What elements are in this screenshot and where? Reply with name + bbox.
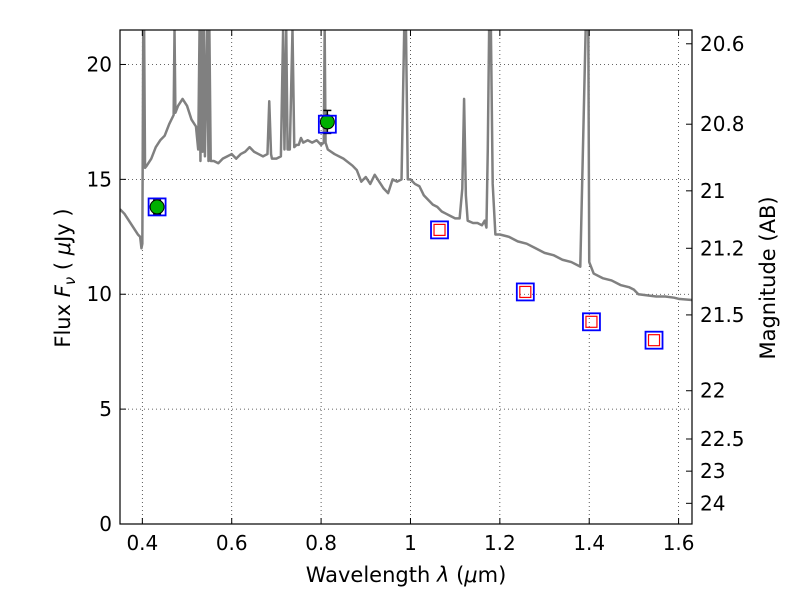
x-axis-label-part: μ — [463, 563, 477, 587]
y-tick-label: 15 — [87, 167, 112, 191]
x-axis-label-part: m) — [478, 563, 507, 587]
model-point — [433, 223, 446, 236]
x-tick-label: 0.8 — [305, 531, 337, 555]
y-axis-label-part: Jy ) — [51, 208, 75, 244]
synthetic-point — [430, 220, 449, 240]
y-tick-label: 10 — [87, 282, 112, 306]
x-tick-label: 0.6 — [216, 531, 248, 555]
y-axis-label-part: F — [51, 284, 75, 297]
plot-frame — [119, 29, 693, 525]
x-axis-label: Wavelength λ (μm) — [306, 563, 507, 587]
y2-tick-label: 24 — [700, 491, 725, 515]
y-tick-label: 20 — [87, 52, 112, 76]
y2-tick-label: 21 — [700, 179, 725, 203]
photometry-markers — [147, 109, 664, 350]
y2-tick-label: 22.5 — [700, 427, 745, 451]
synthetic-point — [644, 330, 664, 350]
model-point — [647, 334, 661, 347]
y-axis-label: Flux Fν ( μJy ) — [51, 208, 79, 347]
y2-tick-label: 20.6 — [700, 32, 745, 56]
model-point — [519, 285, 532, 299]
y2-tick-label: 23 — [700, 459, 725, 483]
x-tick-label: 0.4 — [126, 531, 158, 555]
x-axis-label-part: λ — [436, 563, 449, 587]
spectrum-line — [120, 30, 692, 302]
x-axis-label-part: ( — [449, 563, 464, 587]
observed-point — [149, 199, 165, 215]
y2-tick-label: 21.2 — [700, 236, 745, 260]
model-point — [585, 315, 598, 328]
synthetic-point — [147, 197, 167, 217]
x-axis-label-part: Wavelength — [306, 563, 437, 587]
right-axis-label: Magnitude (AB) — [756, 196, 780, 359]
synthetic-point — [317, 114, 337, 134]
y-tick-label: 5 — [99, 397, 112, 421]
x-tick-label: 1 — [404, 531, 417, 555]
x-tick-label: 1.2 — [484, 531, 516, 555]
spectrum-series — [120, 30, 692, 302]
y-axis-label-part: ( — [51, 255, 75, 277]
y-tick-label: 0 — [99, 512, 112, 536]
x-tick-label: 1.6 — [663, 531, 695, 555]
y-axis-label-part: Flux — [51, 297, 75, 347]
ticks: 0.4 0.6 0.8 1 1.2 1.4 1.6 0 5 10 15 20 20.6 20.8 21 21.… — [87, 30, 745, 555]
synthetic-point — [515, 282, 535, 302]
y2-tick-label: 20.8 — [700, 112, 745, 136]
synthetic-point — [582, 312, 601, 332]
y2-tick-label: 21.5 — [700, 303, 745, 327]
x-tick-label: 1.4 — [573, 531, 605, 555]
observed-point — [319, 114, 335, 130]
y-axis-label-part: μ — [51, 242, 75, 256]
y-axis-label-part: ν — [61, 277, 79, 285]
y2-tick-label: 22 — [700, 379, 725, 403]
